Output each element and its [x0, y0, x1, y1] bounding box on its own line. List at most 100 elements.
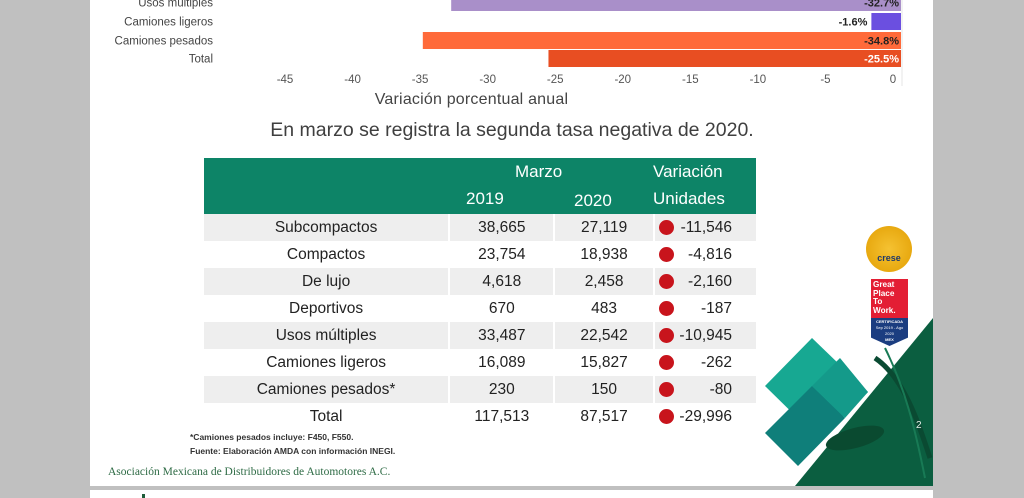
row-variation: -187 [652, 295, 756, 322]
row-value-2019: 33,487 [448, 322, 553, 349]
row-value-2020: 483 [553, 295, 652, 322]
row-category: Camiones pesados* [256, 380, 396, 398]
note-source: Fuente: Elaboración AMDA con información… [190, 446, 396, 456]
row-value-2020: 22,542 [553, 322, 652, 349]
great-place-to-work-badge-icon: Great Place To Work. CERTIFICADA Sep 201… [871, 279, 908, 346]
decorative-corner-graphic [765, 318, 933, 486]
header-2020: 2020 [574, 191, 612, 210]
row-value-2019: 4,618 [448, 268, 553, 295]
row-category: Total [309, 407, 343, 425]
row-value-2020: 27,119 [553, 214, 652, 241]
chart-data-label: -25.5% [864, 54, 899, 66]
row-value-2019: 16,089 [448, 349, 553, 376]
row-variation-value: -10,945 [679, 326, 732, 344]
bar-chart: Usos múltiples -32.7% Camiones ligeros -1.6… [115, 0, 903, 86]
row-variation: -11,546 [652, 214, 756, 241]
chart-x-tick-label: -40 [344, 74, 361, 86]
table-row: Compactos 23,754 18,938 -4,816 [204, 241, 756, 268]
gptw-title: Great Place To Work. [871, 279, 908, 318]
table-row: Total 117,513 87,517 -29,996 [204, 403, 756, 430]
teal-diamond-middle [812, 358, 868, 418]
chart-x-tick-label: -25 [547, 74, 564, 86]
row-category: Subcompactos [274, 218, 378, 236]
table-row: Camiones pesados* 230 150 -80 [204, 376, 756, 403]
row-variation: -4,816 [652, 241, 756, 268]
row-value-2019: 117,513 [448, 403, 553, 430]
row-category: Camiones ligeros [266, 353, 386, 371]
chart-category-label: Camiones ligeros [124, 17, 213, 29]
red-status-dot-icon [658, 301, 674, 316]
crese-label: crese [877, 253, 901, 263]
slide-subtitle: En marzo se registra la segunda tasa neg… [270, 119, 754, 141]
table-header: Marzo 2019 2020 Variación Unidades [204, 158, 756, 214]
row-variation-value: -29,996 [679, 407, 732, 425]
row-variation-value: -187 [700, 299, 732, 317]
footer-organization: Asociación Mexicana de Distribuidores de… [108, 466, 391, 478]
row-variation: -262 [652, 349, 756, 376]
note-heavy-trucks: *Camiones pesados incluye: F450, F550. [190, 432, 354, 442]
chart-x-tick-label: -15 [682, 74, 699, 86]
chart-x-tick-label: -5 [820, 74, 830, 86]
row-variation-value: -11,546 [680, 218, 732, 236]
row-variation-value: -262 [700, 353, 732, 371]
row-category: Compactos [286, 245, 366, 263]
row-variation-value: -2,160 [688, 272, 732, 290]
crese-badge-icon: crese [866, 226, 912, 272]
header-variacion: Variación [653, 162, 723, 181]
red-status-dot-icon [658, 409, 674, 424]
row-value-2020: 18,938 [553, 241, 652, 268]
page-number: 2 [916, 420, 922, 431]
chart-bar [451, 0, 901, 11]
row-value-2020: 87,517 [553, 403, 652, 430]
row-value-2020: 150 [553, 376, 652, 403]
chart-category-label: Usos múltiples [138, 0, 213, 10]
chart-category-label: Camiones pesados [115, 36, 214, 48]
red-status-dot-icon [658, 328, 674, 343]
red-status-dot-icon [658, 247, 674, 262]
chart-data-label: -1.6% [839, 17, 868, 29]
logo-fragment-icon [142, 494, 145, 498]
chart-data-label: -34.8% [864, 36, 899, 48]
header-2019: 2019 [466, 189, 504, 208]
header-group-marzo: Marzo [515, 162, 563, 181]
row-value-2020: 2,458 [553, 268, 652, 295]
row-category: Usos múltiples [275, 326, 377, 344]
red-status-dot-icon [658, 274, 674, 289]
red-status-dot-icon [658, 220, 674, 235]
row-value-2019: 670 [448, 295, 553, 322]
table-row: Camiones ligeros 16,089 15,827 -262 [204, 349, 756, 376]
row-variation: -29,996 [652, 403, 756, 430]
header-unidades: Unidades [653, 189, 725, 208]
red-status-dot-icon [658, 355, 674, 370]
row-variation: -80 [652, 376, 756, 403]
sales-table: Marzo 2019 2020 Variación Unidades Subco… [204, 158, 756, 430]
chart-x-tick-label: -20 [614, 74, 631, 86]
table-row: Usos múltiples 33,487 22,542 -10,945 [204, 322, 756, 349]
row-category: Deportivos [289, 299, 364, 317]
next-page-edge [90, 490, 933, 498]
row-variation-value: -80 [709, 380, 732, 398]
table-row: Subcompactos 38,665 27,119 -11,546 [204, 214, 756, 241]
table-notes: *Camiones pesados incluye: F450, F550. F… [190, 430, 395, 458]
table-row: Deportivos 670 483 -187 [204, 295, 756, 322]
chart-bar [422, 32, 901, 49]
row-value-2019: 230 [448, 376, 553, 403]
row-value-2019: 38,665 [448, 214, 553, 241]
chart-x-tick-label: -30 [479, 74, 496, 86]
chart-bar [871, 13, 901, 30]
chart-category-label: Total [189, 54, 213, 66]
chart-data-label: -32.7% [864, 0, 899, 10]
row-variation-value: -4,816 [688, 245, 732, 263]
red-status-dot-icon [658, 382, 674, 397]
chart-x-tick-label: -35 [412, 74, 429, 86]
row-value-2020: 15,827 [553, 349, 652, 376]
row-value-2019: 23,754 [448, 241, 553, 268]
row-category: De lujo [301, 272, 351, 290]
row-variation: -10,945 [652, 322, 756, 349]
table-row: De lujo 4,618 2,458 -2,160 [204, 268, 756, 295]
chart-x-axis-title: Variación porcentual anual [374, 91, 569, 108]
table-body: Subcompactos 38,665 27,119 -11,546 Compactos… [204, 214, 756, 430]
row-variation: -2,160 [652, 268, 756, 295]
chart-x-tick-label: -45 [277, 74, 294, 86]
chart-x-tick-label: 0 [890, 74, 896, 86]
